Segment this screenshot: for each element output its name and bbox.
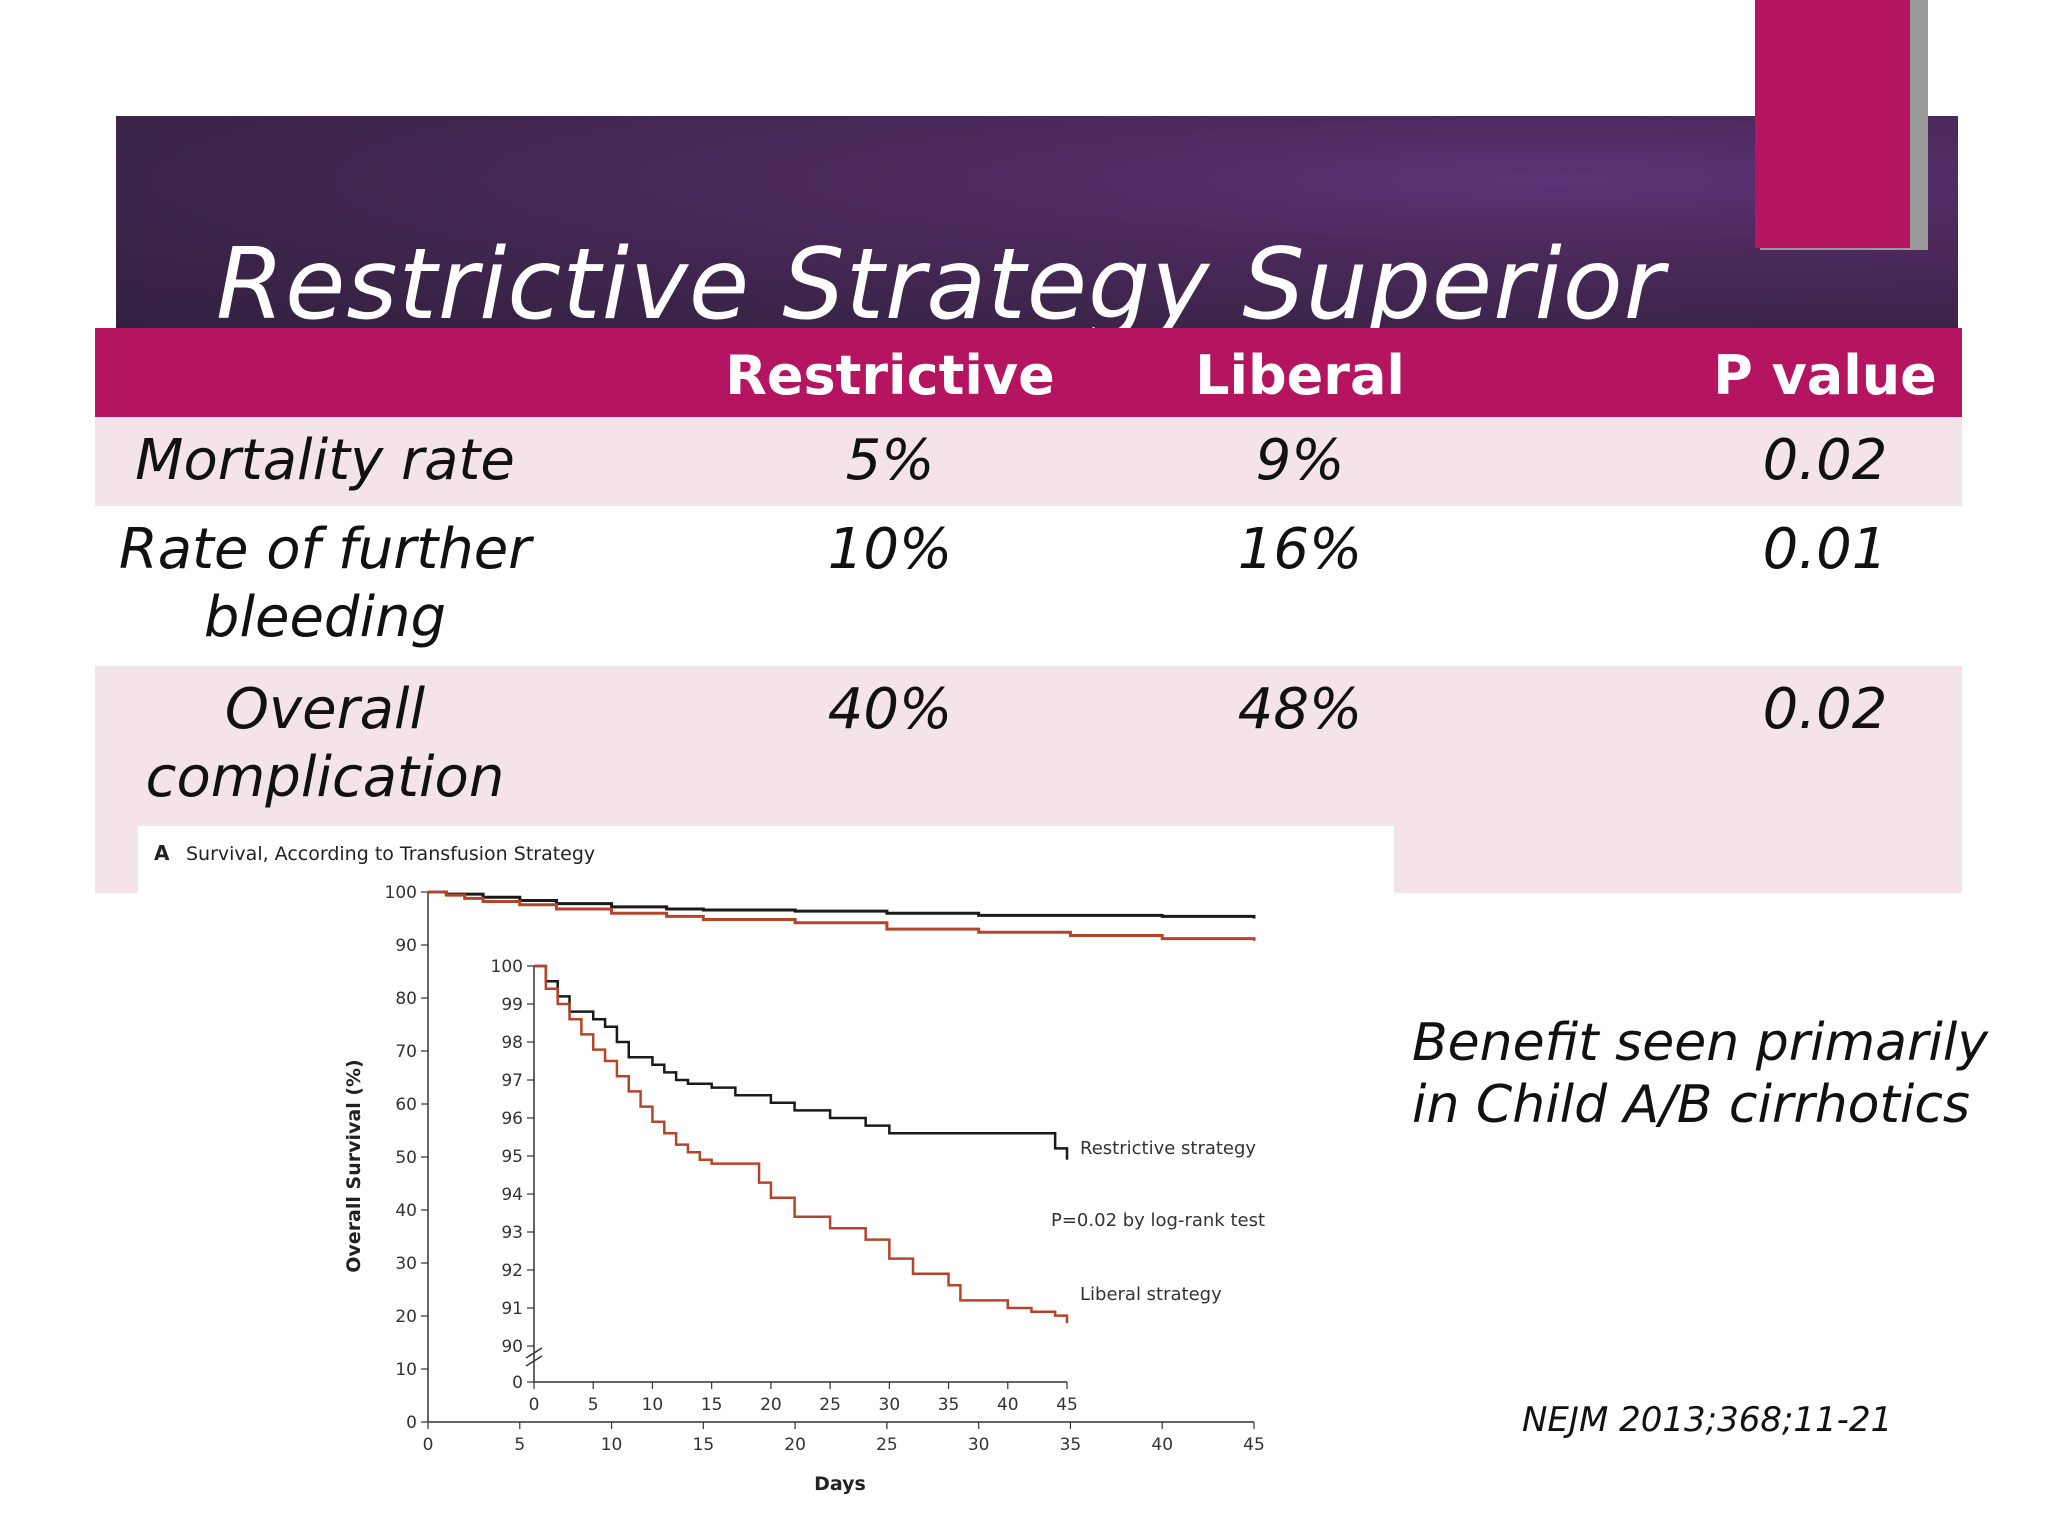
- x-tick-label: 5: [514, 1435, 525, 1455]
- title-clip: Restrictive Strategy Superior: [116, 116, 1958, 329]
- y-tick-label: 0: [406, 1413, 417, 1433]
- inset-y-tick-label: 90: [501, 1337, 523, 1357]
- inset-series-restrictive-strategy: [534, 964, 1069, 1160]
- p-value: 0.02: [1762, 677, 1888, 742]
- inset-axes: 0 5 10 15 20 25 30 35 40 45 0 90 91 92 93 94 95 96 97 98 99 1…: [491, 957, 1078, 1415]
- y-tick-label: 100: [385, 883, 417, 903]
- row-label: Overall complication: [145, 677, 505, 810]
- inset-x-tick-label: 5: [588, 1395, 599, 1415]
- liberal-strategy-label: Liberal strategy: [1080, 1284, 1222, 1305]
- citation: NEJM 2013;368;11-21: [1522, 1400, 1893, 1440]
- inset-x-tick-label: 15: [701, 1395, 723, 1415]
- x-tick-label: 20: [784, 1435, 806, 1455]
- inset-x-tick-label: 0: [529, 1395, 540, 1415]
- x-tick-label: 0: [423, 1435, 434, 1455]
- inset-y-tick-label: 99: [501, 995, 523, 1015]
- inset-y-tick-label: 96: [501, 1109, 523, 1129]
- inset-x-tick-label: 40: [997, 1395, 1019, 1415]
- restrictive-value: 40%: [827, 677, 953, 742]
- inset-x-tick-label: 45: [1056, 1395, 1078, 1415]
- y-tick-label: 10: [395, 1360, 417, 1380]
- x-tick-label: 40: [1151, 1435, 1173, 1455]
- accent-block: [1755, 0, 1910, 248]
- y-tick-label: 50: [395, 1148, 417, 1168]
- y-tick-label: 20: [395, 1307, 417, 1327]
- x-tick-label: 30: [968, 1435, 990, 1455]
- main-series-restrictive-strategy: [428, 890, 1256, 919]
- chart-panel-label: A: [154, 841, 170, 865]
- y-tick-label: 40: [395, 1201, 417, 1221]
- x-tick-label: 45: [1243, 1435, 1265, 1455]
- row-label: Rate of further bleeding: [118, 517, 532, 650]
- inset-y-tick-label: 92: [501, 1261, 523, 1281]
- inset-y-tick-label: 0: [512, 1373, 523, 1393]
- title-banner: [116, 116, 1958, 329]
- inset-y-tick-label: 93: [501, 1223, 523, 1243]
- y-tick-label: 80: [395, 989, 417, 1009]
- inset-x-tick-label: 10: [642, 1395, 664, 1415]
- chart-x-label: Days: [814, 1473, 866, 1495]
- y-tick-label: 60: [395, 1095, 417, 1115]
- slide-title: Restrictive Strategy Superior: [216, 228, 1665, 329]
- liberal-value: 16%: [1237, 517, 1363, 582]
- y-tick-label: 90: [395, 936, 417, 956]
- row-label: Mortality rate: [135, 428, 515, 493]
- side-note: Benefit seen primarily in Child A/B cirr…: [1412, 1013, 1989, 1135]
- x-tick-label: 10: [601, 1435, 623, 1455]
- inset-y-tick-label: 94: [501, 1185, 523, 1205]
- inset-x-tick-label: 35: [938, 1395, 960, 1415]
- inset-x-tick-label: 30: [879, 1395, 901, 1415]
- header-empty: [95, 328, 555, 417]
- x-tick-label: 15: [693, 1435, 715, 1455]
- table-header: Restrictive Liberal P value: [95, 328, 1962, 417]
- inset-y-tick-label: 97: [501, 1071, 523, 1091]
- chart-y-label: Overall Survival (%): [343, 1059, 365, 1272]
- chart-title: Survival, According to Transfusion Strat…: [186, 843, 595, 865]
- liberal-value: 9%: [1255, 428, 1345, 493]
- p-value: 0.01: [1762, 517, 1888, 582]
- inset-x-tick-label: 25: [819, 1395, 841, 1415]
- survival-chart: A Survival, According to Transfusion Str…: [138, 826, 1394, 1526]
- y-tick-label: 70: [395, 1042, 417, 1062]
- restrictive-strategy-label: Restrictive strategy: [1080, 1138, 1256, 1159]
- inset-y-tick-label: 100: [491, 957, 523, 977]
- restrictive-value: 5%: [845, 428, 935, 493]
- survival-chart-svg: A Survival, According to Transfusion Str…: [154, 841, 1265, 1495]
- pvalue-annotation: P=0.02 by log-rank test: [1051, 1210, 1265, 1231]
- main-series-liberal-strategy: [428, 890, 1256, 941]
- inset-x-tick-label: 20: [760, 1395, 782, 1415]
- inset-y-tick-label: 98: [501, 1033, 523, 1053]
- x-tick-label: 35: [1060, 1435, 1082, 1455]
- header-p-value: P value: [1713, 344, 1937, 407]
- inset-y-tick-label: 91: [501, 1299, 523, 1319]
- inset-axis-break: [525, 1355, 543, 1367]
- x-tick-label: 25: [876, 1435, 898, 1455]
- table-row: Mortality rate 5% 9% 0.02: [95, 417, 1962, 506]
- inset-y-tick-label: 95: [501, 1147, 523, 1167]
- restrictive-value: 10%: [827, 517, 953, 582]
- results-table: Restrictive Liberal P value Mortality ra…: [95, 328, 1962, 893]
- header-restrictive: Restrictive: [725, 344, 1055, 407]
- y-tick-label: 30: [395, 1254, 417, 1274]
- inset-series-liberal-strategy: [534, 964, 1069, 1324]
- inset-axis-break: [525, 1347, 543, 1359]
- p-value: 0.02: [1762, 428, 1888, 493]
- liberal-value: 48%: [1237, 677, 1363, 742]
- table-row: Rate of further bleeding 10% 16% 0.01: [95, 506, 1962, 666]
- header-liberal: Liberal: [1195, 344, 1405, 407]
